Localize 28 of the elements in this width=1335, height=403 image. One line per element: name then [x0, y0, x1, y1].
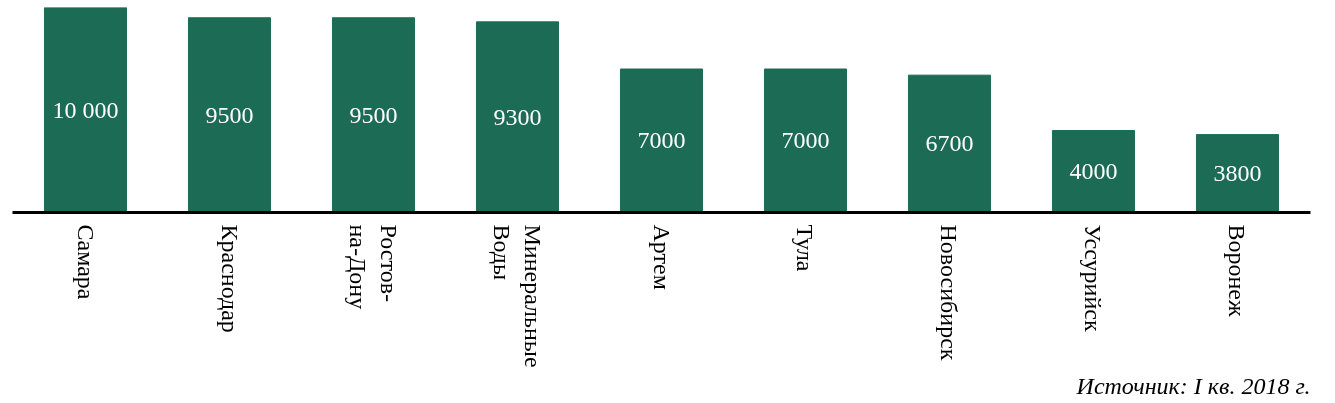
bar [43, 7, 128, 213]
bar [907, 74, 992, 213]
bar [187, 17, 272, 213]
x-tick-label: Артем [648, 224, 675, 290]
data-label: 7000 [781, 127, 830, 154]
x-tick-label: Самара [72, 224, 99, 300]
data-label: 3800 [1213, 160, 1262, 187]
bar [619, 68, 704, 213]
data-label: 10 000 [52, 97, 119, 123]
bar [1195, 134, 1280, 213]
data-label: 9300 [493, 103, 542, 130]
bar [331, 17, 416, 213]
x-tick-label: Краснодар [216, 224, 243, 333]
data-label: 9500 [205, 101, 254, 128]
data-label: 9500 [349, 101, 398, 128]
bar [475, 21, 560, 213]
x-tick-label: Уссурийск [1080, 224, 1107, 332]
x-tick-label: Воронеж [1224, 224, 1251, 317]
text: Источник: I кв. 2018 г. [1075, 372, 1311, 399]
data-label: 7000 [637, 127, 686, 154]
x-tick-label: Новосибирск [936, 224, 963, 361]
x-tick-label: Ростов-на-Дону [344, 224, 403, 310]
x-tick-label: Тула [792, 224, 819, 272]
data-label: 6700 [925, 130, 974, 157]
bar [763, 68, 848, 213]
bar [1051, 130, 1136, 213]
data-label: 4000 [1069, 158, 1118, 184]
x-tick-label: Минеральные Воды [488, 224, 547, 368]
